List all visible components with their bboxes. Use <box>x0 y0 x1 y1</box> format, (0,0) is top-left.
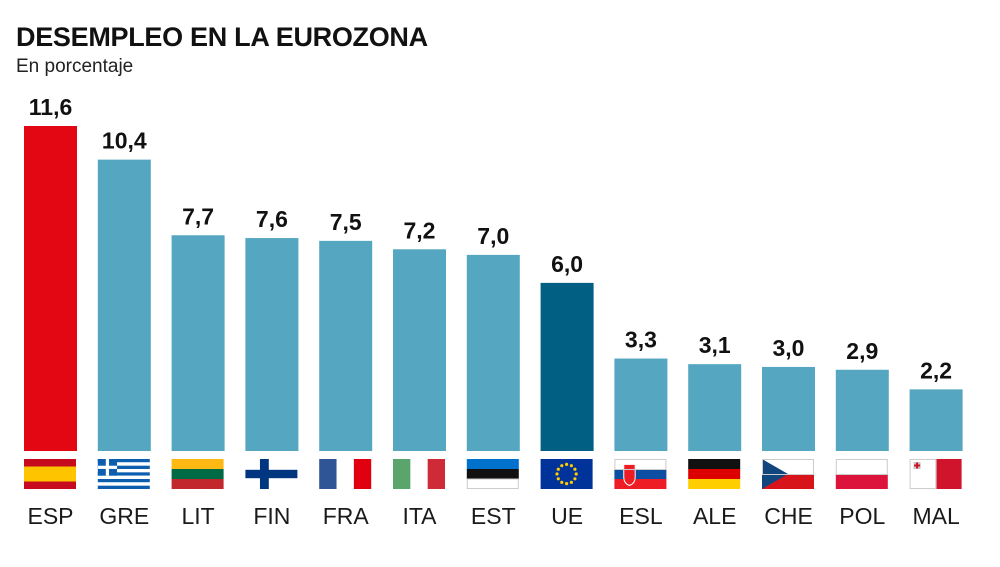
bar-esp <box>24 126 77 451</box>
bar-ue <box>540 282 594 451</box>
spain-flag-icon <box>24 459 76 489</box>
value-label-ita: 7,2 <box>404 217 436 243</box>
bar-che <box>762 366 815 451</box>
category-label-ita: ITA <box>402 503 437 529</box>
czechia-flag-icon <box>762 459 814 489</box>
value-label-ale: 3,1 <box>699 332 731 358</box>
finland-flag-icon <box>245 459 298 489</box>
bar-lit <box>171 235 225 451</box>
category-label-lit: LIT <box>181 503 214 529</box>
germany-flag-icon <box>688 459 741 489</box>
slovakia-flag-icon <box>614 459 667 489</box>
bar-est <box>466 254 520 451</box>
category-label-pol: POL <box>839 503 885 529</box>
category-label-est: EST <box>471 503 516 529</box>
category-label-mal: MAL <box>912 503 960 529</box>
category-label-gre: GRE <box>99 503 149 529</box>
category-label-esl: ESL <box>619 503 663 529</box>
value-label-esp: 11,6 <box>29 94 73 120</box>
bar-esl <box>614 358 668 451</box>
value-label-fin: 7,6 <box>256 206 288 232</box>
bar-mal <box>909 389 963 451</box>
eu-flag-icon <box>540 459 593 489</box>
category-label-ue: UE <box>551 503 583 529</box>
greece-flag-icon <box>97 459 150 489</box>
value-label-gre: 10,4 <box>102 128 147 154</box>
value-label-lit: 7,7 <box>182 203 214 229</box>
bar-ale <box>688 364 742 451</box>
bar-fin <box>245 238 299 451</box>
lithuania-flag-icon <box>171 459 224 489</box>
bar-ita <box>393 249 446 451</box>
value-label-che: 3,0 <box>773 335 805 361</box>
value-label-esl: 3,3 <box>625 327 657 353</box>
category-label-esp: ESP <box>27 503 73 529</box>
estonia-flag-icon <box>466 459 519 489</box>
category-label-fra: FRA <box>323 503 370 529</box>
france-flag-icon <box>319 459 372 489</box>
category-label-fin: FIN <box>253 503 290 529</box>
category-label-ale: ALE <box>693 503 736 529</box>
poland-flag-icon <box>835 459 888 489</box>
value-label-ue: 6,0 <box>551 251 583 277</box>
bar-gre <box>97 159 151 451</box>
value-label-mal: 2,2 <box>920 357 952 383</box>
malta-flag-icon <box>909 459 962 489</box>
bar-pol <box>835 369 889 451</box>
italy-flag-icon <box>393 459 445 489</box>
value-label-fra: 7,5 <box>330 209 362 235</box>
bar-fra <box>319 240 373 451</box>
category-label-che: CHE <box>764 503 813 529</box>
chart-title: DESEMPLEO EN LA EUROZONA <box>16 22 428 52</box>
value-label-est: 7,0 <box>477 223 509 249</box>
chart-subtitle: En porcentaje <box>16 56 134 77</box>
value-label-pol: 2,9 <box>846 338 878 364</box>
